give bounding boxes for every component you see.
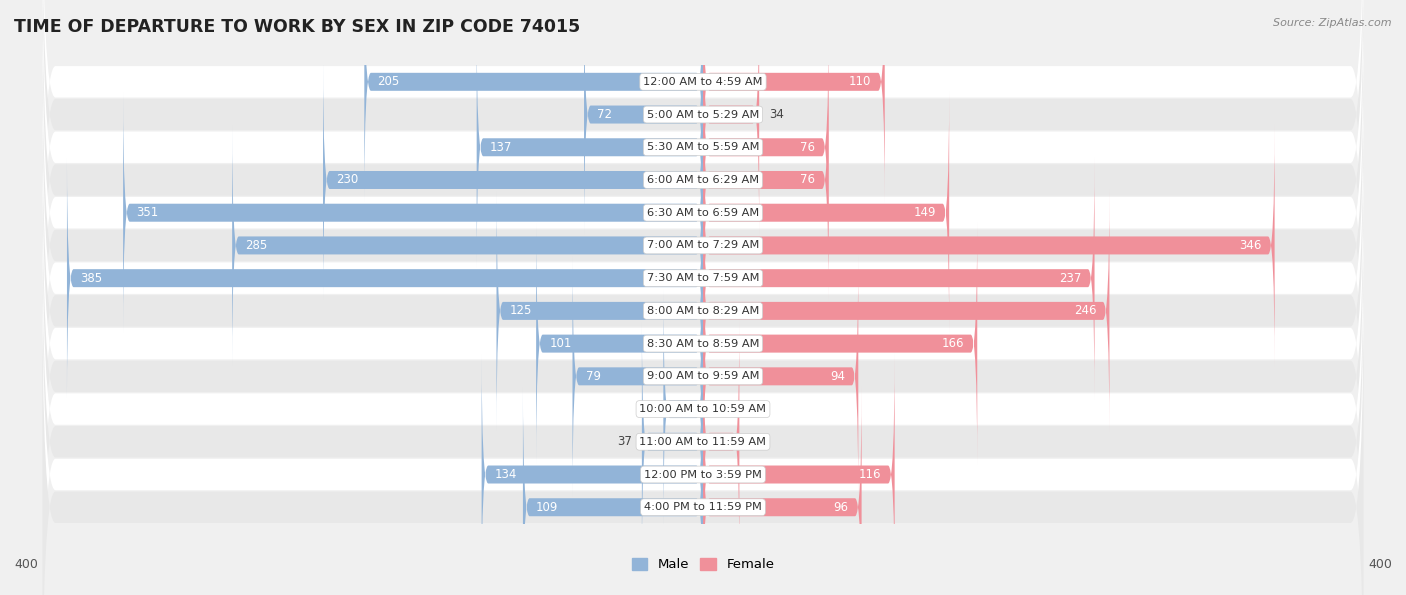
Text: 76: 76 <box>800 174 815 186</box>
Text: 11:00 AM to 11:59 AM: 11:00 AM to 11:59 AM <box>640 437 766 447</box>
Legend: Male, Female: Male, Female <box>626 553 780 577</box>
FancyBboxPatch shape <box>572 255 703 498</box>
Text: 37: 37 <box>617 436 631 448</box>
Text: 7:00 AM to 7:29 AM: 7:00 AM to 7:29 AM <box>647 240 759 250</box>
Text: 5:30 AM to 5:59 AM: 5:30 AM to 5:59 AM <box>647 142 759 152</box>
FancyBboxPatch shape <box>643 320 703 563</box>
Text: 137: 137 <box>489 141 512 154</box>
Text: 76: 76 <box>800 141 815 154</box>
Text: Source: ZipAtlas.com: Source: ZipAtlas.com <box>1274 18 1392 28</box>
FancyBboxPatch shape <box>703 91 949 334</box>
FancyBboxPatch shape <box>42 130 1364 595</box>
Text: 5:00 AM to 5:29 AM: 5:00 AM to 5:29 AM <box>647 109 759 120</box>
FancyBboxPatch shape <box>496 189 703 433</box>
Text: 8:00 AM to 8:29 AM: 8:00 AM to 8:29 AM <box>647 306 759 316</box>
Text: 205: 205 <box>378 76 399 88</box>
Text: 110: 110 <box>849 76 872 88</box>
Text: 22: 22 <box>749 436 765 448</box>
FancyBboxPatch shape <box>703 0 759 236</box>
FancyBboxPatch shape <box>42 163 1364 595</box>
Text: 101: 101 <box>550 337 572 350</box>
FancyBboxPatch shape <box>703 124 1275 367</box>
FancyBboxPatch shape <box>42 0 1364 459</box>
Text: 134: 134 <box>495 468 517 481</box>
FancyBboxPatch shape <box>42 65 1364 557</box>
FancyBboxPatch shape <box>703 189 1109 433</box>
FancyBboxPatch shape <box>42 0 1364 426</box>
FancyBboxPatch shape <box>364 0 703 203</box>
Text: 24: 24 <box>638 403 654 415</box>
Text: 8:30 AM to 8:59 AM: 8:30 AM to 8:59 AM <box>647 339 759 349</box>
FancyBboxPatch shape <box>703 0 884 203</box>
Text: 0: 0 <box>713 403 720 415</box>
FancyBboxPatch shape <box>703 320 740 563</box>
FancyBboxPatch shape <box>323 58 703 302</box>
FancyBboxPatch shape <box>124 91 703 334</box>
FancyBboxPatch shape <box>583 0 703 236</box>
FancyBboxPatch shape <box>232 124 703 367</box>
Text: 116: 116 <box>859 468 882 481</box>
FancyBboxPatch shape <box>482 353 703 595</box>
Text: 12:00 AM to 4:59 AM: 12:00 AM to 4:59 AM <box>644 77 762 87</box>
FancyBboxPatch shape <box>703 255 858 498</box>
Text: 285: 285 <box>246 239 267 252</box>
Text: 7:30 AM to 7:59 AM: 7:30 AM to 7:59 AM <box>647 273 759 283</box>
FancyBboxPatch shape <box>664 287 703 531</box>
FancyBboxPatch shape <box>536 222 703 465</box>
FancyBboxPatch shape <box>703 222 977 465</box>
FancyBboxPatch shape <box>42 0 1364 491</box>
Text: 149: 149 <box>914 206 936 219</box>
FancyBboxPatch shape <box>523 386 703 595</box>
Text: TIME OF DEPARTURE TO WORK BY SEX IN ZIP CODE 74015: TIME OF DEPARTURE TO WORK BY SEX IN ZIP … <box>14 18 581 36</box>
Text: 94: 94 <box>830 370 845 383</box>
Text: 10:00 AM to 10:59 AM: 10:00 AM to 10:59 AM <box>640 404 766 414</box>
Text: 125: 125 <box>510 305 531 317</box>
FancyBboxPatch shape <box>42 98 1364 590</box>
FancyBboxPatch shape <box>42 196 1364 595</box>
FancyBboxPatch shape <box>42 32 1364 524</box>
FancyBboxPatch shape <box>42 0 1364 361</box>
Text: 400: 400 <box>14 558 38 571</box>
Text: 230: 230 <box>336 174 359 186</box>
FancyBboxPatch shape <box>477 26 703 269</box>
Text: 34: 34 <box>769 108 785 121</box>
FancyBboxPatch shape <box>703 386 862 595</box>
Text: 166: 166 <box>942 337 965 350</box>
FancyBboxPatch shape <box>42 0 1364 393</box>
FancyBboxPatch shape <box>703 26 828 269</box>
Text: 9:00 AM to 9:59 AM: 9:00 AM to 9:59 AM <box>647 371 759 381</box>
Text: 12:00 PM to 3:59 PM: 12:00 PM to 3:59 PM <box>644 469 762 480</box>
Text: 237: 237 <box>1059 272 1081 284</box>
FancyBboxPatch shape <box>703 353 894 595</box>
Text: 96: 96 <box>834 501 848 513</box>
Text: 6:30 AM to 6:59 AM: 6:30 AM to 6:59 AM <box>647 208 759 218</box>
FancyBboxPatch shape <box>42 0 1364 328</box>
Text: 400: 400 <box>1368 558 1392 571</box>
Text: 346: 346 <box>1239 239 1261 252</box>
FancyBboxPatch shape <box>703 156 1094 400</box>
Text: 72: 72 <box>598 108 612 121</box>
Text: 351: 351 <box>136 206 159 219</box>
Text: 6:00 AM to 6:29 AM: 6:00 AM to 6:29 AM <box>647 175 759 185</box>
FancyBboxPatch shape <box>703 58 828 302</box>
FancyBboxPatch shape <box>42 228 1364 595</box>
FancyBboxPatch shape <box>67 156 703 400</box>
Text: 246: 246 <box>1074 305 1097 317</box>
Text: 385: 385 <box>80 272 103 284</box>
FancyBboxPatch shape <box>42 261 1364 595</box>
Text: 79: 79 <box>586 370 600 383</box>
Text: 109: 109 <box>536 501 558 513</box>
Text: 4:00 PM to 11:59 PM: 4:00 PM to 11:59 PM <box>644 502 762 512</box>
